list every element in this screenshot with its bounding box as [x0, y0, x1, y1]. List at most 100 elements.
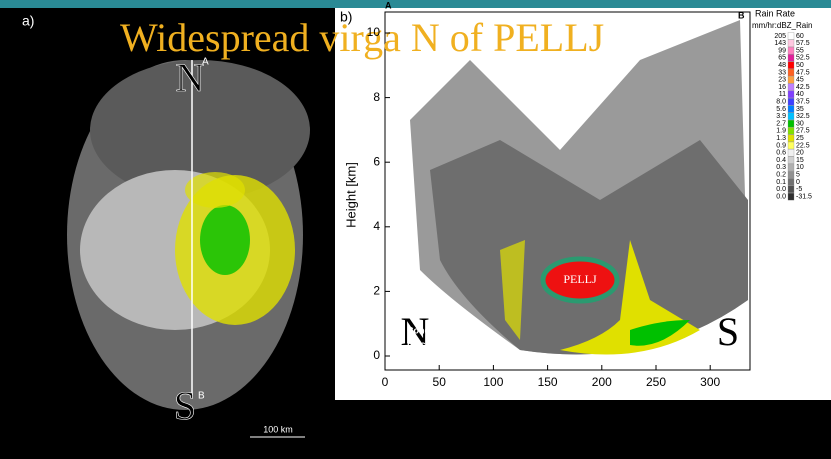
y-tick-label: 6	[373, 154, 380, 168]
legend-swatch	[788, 113, 794, 120]
x-axis-title: Arc Distance [km]	[517, 399, 619, 414]
legend-title: Rain Rate	[755, 8, 795, 18]
south-label: S	[717, 309, 739, 354]
legend-dbz: 0	[796, 179, 800, 186]
legend-swatch	[788, 193, 794, 200]
legend-swatch	[788, 149, 794, 156]
legend-swatch	[788, 54, 794, 61]
top-bar	[0, 0, 831, 8]
legend-swatch	[788, 98, 794, 105]
panel-a	[67, 60, 310, 437]
legend-dbz: 20	[796, 150, 804, 157]
legend-dbz: 52.5	[796, 55, 810, 62]
legend-swatch	[788, 179, 794, 186]
legend-swatch	[788, 69, 794, 76]
y-tick-label: 10	[367, 25, 381, 39]
legend-rate: 0.9	[776, 142, 786, 149]
legend-swatch	[788, 33, 794, 40]
legend-dbz: 30	[796, 120, 804, 127]
y-tick-label: 2	[373, 284, 380, 298]
legend-dbz: 25	[796, 135, 804, 142]
legend-dbz: 55	[796, 47, 804, 54]
y-tick-label: 0	[373, 348, 380, 362]
point-label: A	[385, 0, 392, 10]
north-label: N	[176, 55, 205, 100]
x-tick-label: 250	[646, 375, 666, 389]
legend-swatch	[788, 142, 794, 149]
x-tick-label: 0	[382, 375, 389, 389]
legend-swatch	[788, 47, 794, 54]
legend-rate: 1.3	[776, 135, 786, 142]
legend-rate: 5.6	[776, 106, 786, 113]
south-label: S	[174, 383, 196, 428]
legend-rate: 205	[774, 33, 786, 40]
legend-swatch	[788, 186, 794, 193]
legend-rate: 8.0	[776, 99, 786, 106]
legend-dbz: 47.5	[796, 69, 810, 76]
legend-dbz: 10	[796, 164, 804, 171]
legend-dbz: 5	[796, 172, 800, 179]
slide-title: Widespread virga N of PELLJ	[120, 15, 604, 60]
jet-label: PELLJ	[563, 272, 597, 286]
legend-swatch	[788, 62, 794, 69]
legend-rate: 65	[778, 55, 786, 62]
x-tick-label: 150	[538, 375, 558, 389]
legend-rate: 33	[778, 69, 786, 76]
legend-swatch	[788, 106, 794, 113]
annotation: Condensate not	[407, 325, 475, 335]
scale-label: 100 km	[263, 424, 293, 434]
legend-rate: 1.9	[776, 128, 786, 135]
legend-dbz: 57.5	[796, 40, 810, 47]
legend-rate: 23	[778, 77, 786, 84]
legend-rate: 2.7	[776, 120, 786, 127]
point-label: B	[198, 391, 205, 402]
legend-rate: 0.0	[776, 186, 786, 193]
legend-rate: 0.6	[776, 150, 786, 157]
legend-swatch	[788, 135, 794, 142]
legend-dbz: 60	[796, 33, 804, 40]
legend-rate: 3.9	[776, 113, 786, 120]
x-tick-label: 100	[483, 375, 503, 389]
legend-swatch	[788, 171, 794, 178]
y-tick-label: 8	[373, 90, 380, 104]
legend-rate: 0.1	[776, 179, 786, 186]
legend-subtitle: mm/hr:dBZ_Rain	[752, 21, 812, 30]
legend-swatch	[788, 127, 794, 134]
legend-rate: 0.4	[776, 157, 786, 164]
legend-dbz: 22.5	[796, 142, 810, 149]
slide: a) N A S B 100 km b) A B Height [km] Arc…	[0, 0, 831, 459]
radar-echo	[185, 172, 245, 208]
legend-swatch	[788, 40, 794, 47]
legend-dbz: 45	[796, 77, 804, 84]
point-label: B	[738, 10, 745, 20]
y-axis-title: Height [km]	[343, 162, 358, 228]
y-tick-label: 4	[373, 219, 380, 233]
legend-swatch	[788, 91, 794, 98]
legend-dbz: -5	[796, 186, 802, 193]
legend-swatch	[788, 157, 794, 164]
legend-dbz: -31.5	[796, 193, 812, 200]
legend-dbz: 37.5	[796, 99, 810, 106]
annotation: reaching the surface	[407, 339, 495, 349]
legend-rate: 16	[778, 84, 786, 91]
panel-label: a)	[22, 13, 34, 29]
legend-dbz: 32.5	[796, 113, 810, 120]
legend-rate: 48	[778, 62, 786, 69]
x-tick-label: 300	[700, 375, 720, 389]
legend-rate: 0.3	[776, 164, 786, 171]
legend-swatch	[788, 76, 794, 83]
legend-rate: 11	[779, 91, 786, 98]
x-tick-label: 50	[433, 375, 447, 389]
x-tick-label: 200	[592, 375, 612, 389]
legend-swatch	[788, 84, 794, 91]
legend-rate: 0.0	[776, 193, 786, 200]
legend-dbz: 27.5	[796, 128, 810, 135]
legend-swatch	[788, 164, 794, 171]
legend-rate: 99	[778, 47, 786, 54]
legend-dbz: 15	[796, 157, 804, 164]
legend-dbz: 50	[796, 62, 804, 69]
legend-swatch	[788, 120, 794, 127]
radar-echo	[200, 205, 250, 275]
legend-dbz: 42.5	[796, 84, 810, 91]
legend-rate: 143	[774, 40, 786, 47]
